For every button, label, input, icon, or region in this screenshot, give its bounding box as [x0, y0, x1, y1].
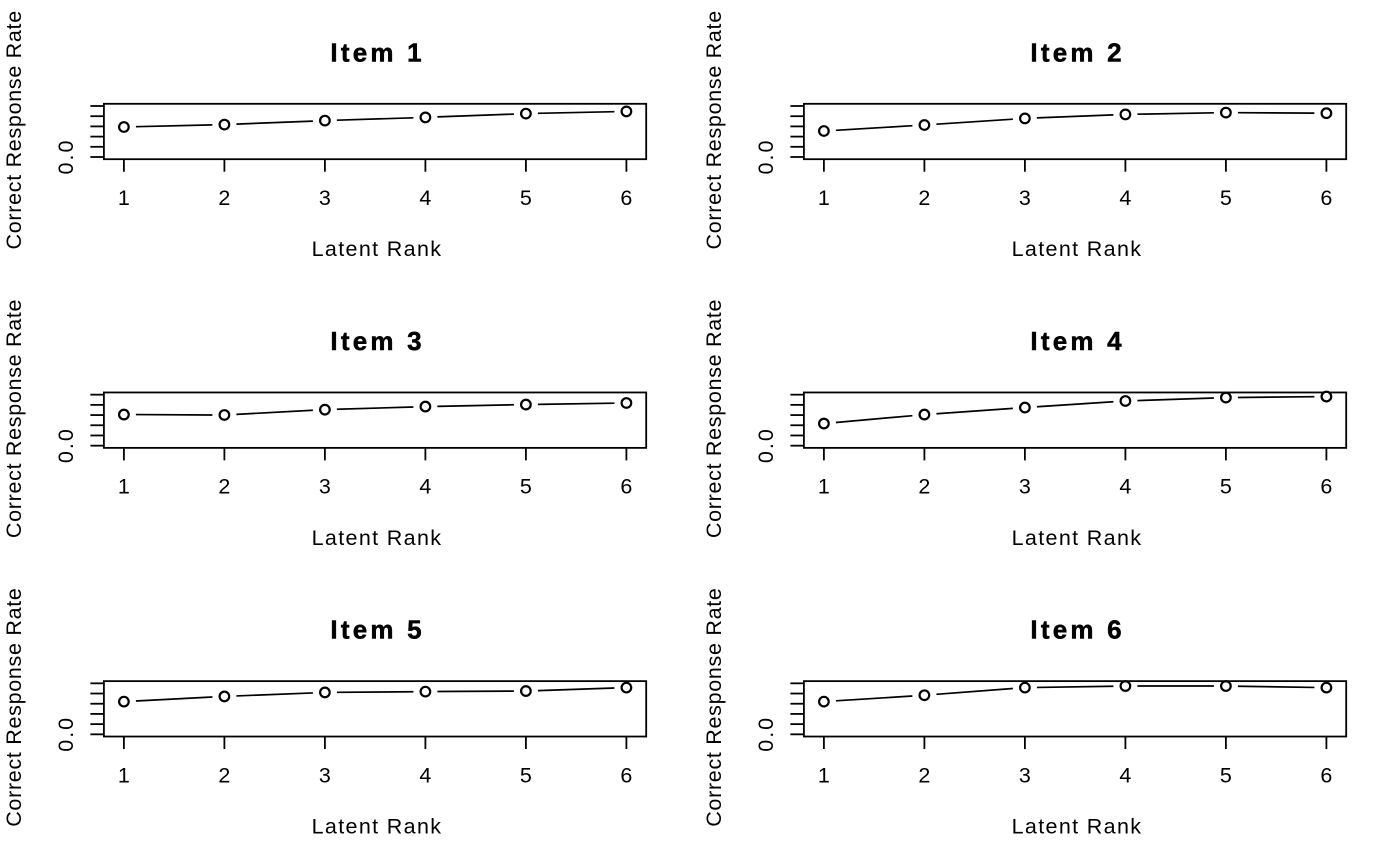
- svg-text:3: 3: [319, 186, 331, 210]
- svg-text:5: 5: [520, 475, 532, 499]
- svg-text:2: 2: [218, 763, 230, 787]
- svg-text:Latent Rank: Latent Rank: [312, 237, 443, 261]
- svg-text:4: 4: [1119, 763, 1131, 787]
- svg-text:6: 6: [620, 186, 632, 210]
- svg-text:Latent Rank: Latent Rank: [1012, 237, 1143, 261]
- svg-text:Item 6: Item 6: [1030, 615, 1124, 645]
- svg-text:6: 6: [620, 475, 632, 499]
- svg-text:4: 4: [419, 763, 431, 787]
- svg-text:Item 5: Item 5: [330, 615, 424, 645]
- svg-text:5: 5: [1220, 186, 1232, 210]
- svg-text:Item 4: Item 4: [1030, 326, 1124, 356]
- svg-text:3: 3: [1019, 186, 1031, 210]
- svg-text:1: 1: [118, 475, 130, 499]
- svg-text:Latent Rank: Latent Rank: [1012, 526, 1143, 550]
- svg-text:4: 4: [1119, 186, 1131, 210]
- svg-text:0.0: 0.0: [54, 716, 78, 752]
- svg-text:0.0: 0.0: [54, 139, 78, 175]
- svg-text:3: 3: [319, 763, 331, 787]
- svg-text:6: 6: [1320, 186, 1332, 210]
- svg-text:3: 3: [1019, 475, 1031, 499]
- svg-text:0.0: 0.0: [754, 139, 778, 175]
- svg-text:5: 5: [1220, 763, 1232, 787]
- svg-text:Item 1: Item 1: [330, 37, 424, 67]
- svg-text:6: 6: [620, 763, 632, 787]
- svg-text:0.0: 0.0: [754, 716, 778, 752]
- svg-text:2: 2: [918, 475, 930, 499]
- svg-text:1: 1: [818, 186, 830, 210]
- svg-text:5: 5: [520, 763, 532, 787]
- svg-text:0.0: 0.0: [754, 427, 778, 463]
- svg-text:5: 5: [520, 186, 532, 210]
- svg-text:Correct Response Rate: Correct Response Rate: [2, 587, 26, 826]
- svg-text:1: 1: [818, 475, 830, 499]
- svg-text:4: 4: [419, 475, 431, 499]
- svg-text:Latent Rank: Latent Rank: [312, 814, 443, 838]
- svg-text:Latent Rank: Latent Rank: [1012, 814, 1143, 838]
- svg-text:0.0: 0.0: [54, 427, 78, 463]
- svg-text:3: 3: [1019, 763, 1031, 787]
- svg-text:Correct Response Rate: Correct Response Rate: [2, 10, 26, 249]
- svg-text:2: 2: [218, 186, 230, 210]
- svg-text:Item 3: Item 3: [330, 326, 424, 356]
- svg-text:2: 2: [918, 186, 930, 210]
- svg-text:2: 2: [218, 475, 230, 499]
- svg-text:Correct Response Rate: Correct Response Rate: [2, 299, 26, 538]
- svg-text:4: 4: [419, 186, 431, 210]
- svg-text:1: 1: [118, 186, 130, 210]
- svg-text:4: 4: [1119, 475, 1131, 499]
- svg-text:6: 6: [1320, 763, 1332, 787]
- svg-text:Item 2: Item 2: [1030, 37, 1124, 67]
- svg-text:1: 1: [818, 763, 830, 787]
- svg-text:Correct Response Rate: Correct Response Rate: [702, 10, 726, 249]
- svg-text:Latent Rank: Latent Rank: [312, 526, 443, 550]
- svg-text:6: 6: [1320, 475, 1332, 499]
- svg-text:Correct Response Rate: Correct Response Rate: [702, 299, 726, 538]
- svg-text:3: 3: [319, 475, 331, 499]
- svg-text:Correct Response Rate: Correct Response Rate: [702, 587, 726, 826]
- svg-text:1: 1: [118, 763, 130, 787]
- svg-text:2: 2: [918, 763, 930, 787]
- svg-text:5: 5: [1220, 475, 1232, 499]
